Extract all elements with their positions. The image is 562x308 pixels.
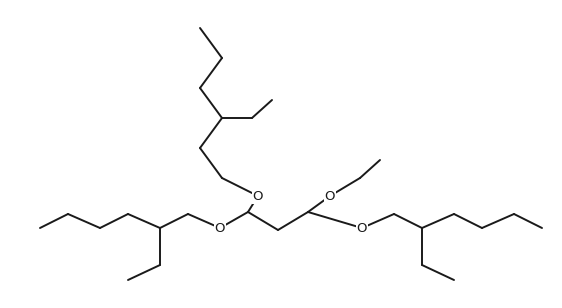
Text: O: O bbox=[357, 221, 367, 234]
Text: O: O bbox=[215, 221, 225, 234]
Text: O: O bbox=[253, 189, 263, 202]
Text: O: O bbox=[325, 189, 336, 202]
